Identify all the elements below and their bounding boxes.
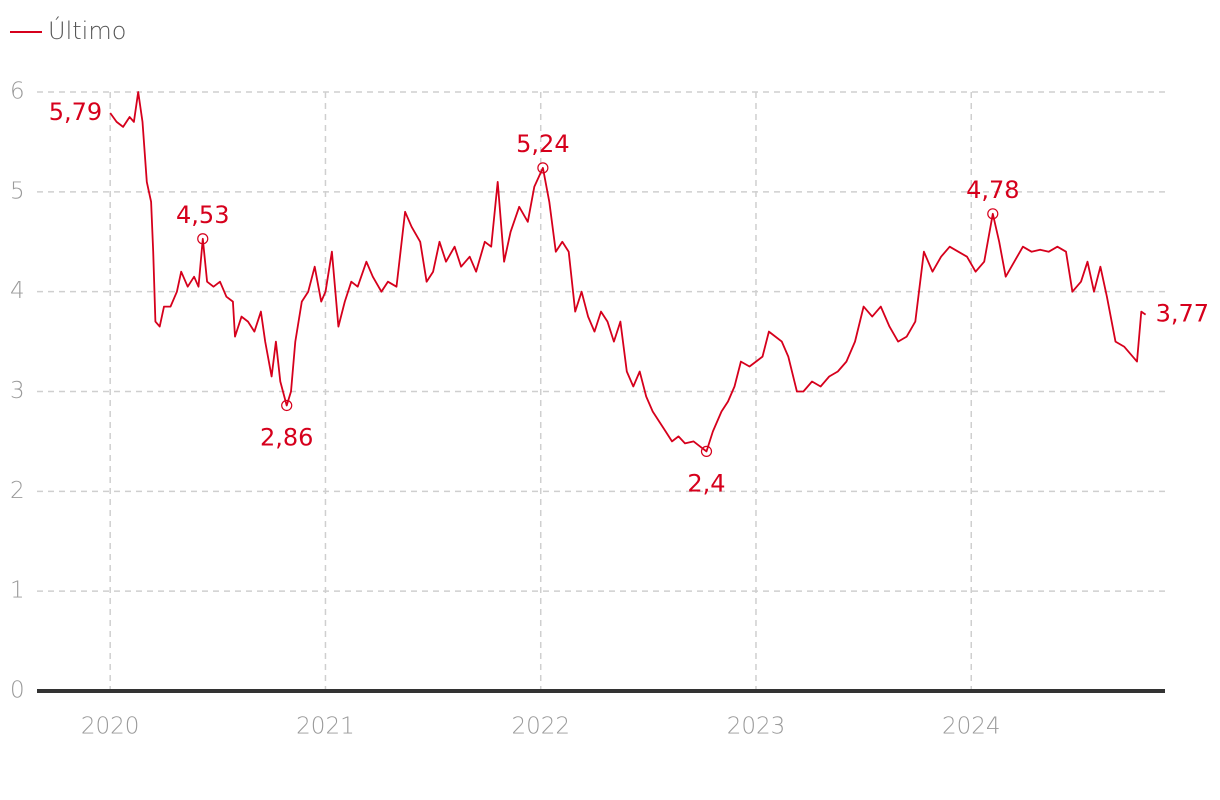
y-tick-label: 3: [10, 378, 25, 404]
data-line: [109, 91, 1147, 453]
annotation-marker: [537, 162, 549, 174]
x-tick-label: 2021: [296, 714, 355, 740]
annotation-label: 4,53: [176, 201, 229, 229]
legend-label: Último: [48, 15, 126, 45]
annotation-marker: [281, 399, 293, 412]
x-tick-label: 2023: [727, 714, 786, 740]
annotation-label: 5,24: [516, 130, 569, 158]
annotation-label: 4,78: [966, 176, 1019, 204]
annotation-label: 5,79: [49, 98, 102, 126]
y-tick-label: 5: [10, 178, 25, 204]
annotation-marker: [197, 233, 209, 245]
annotation-marker: [987, 208, 999, 220]
annotation-marker: [700, 445, 713, 457]
y-tick-label: 2: [10, 478, 25, 504]
y-tick-label: 1: [10, 578, 25, 604]
x-tick-label: 2020: [81, 714, 140, 740]
annotation-label: 2,86: [260, 423, 313, 451]
x-tick-label: 2024: [942, 714, 1001, 740]
y-tick-label: 6: [10, 79, 25, 105]
y-tick-label: 0: [10, 678, 25, 704]
annotation-label: 3,77: [1156, 300, 1209, 328]
annotation-label: 2,4: [687, 469, 725, 497]
x-tick-label: 2022: [511, 714, 570, 740]
y-tick-label: 4: [10, 278, 25, 304]
